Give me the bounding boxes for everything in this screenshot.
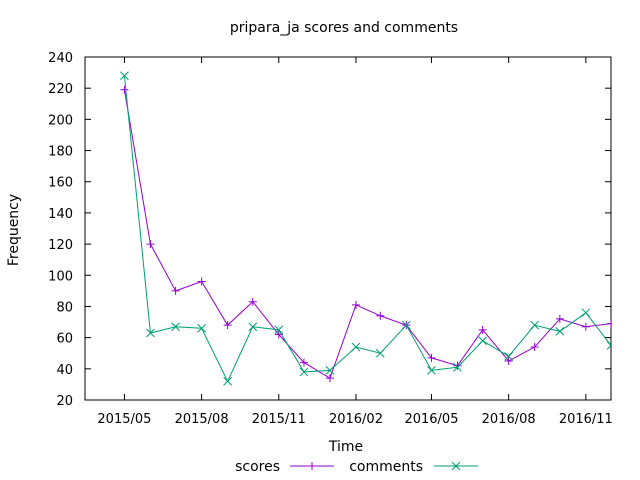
legend-marker-scores <box>308 462 316 470</box>
y-tick-label: 120 <box>48 238 73 253</box>
data-point-comments <box>223 376 232 386</box>
x-tick-label: 2016/11 <box>559 412 613 427</box>
y-tick-label: 80 <box>56 300 73 315</box>
data-point-scores <box>504 357 513 366</box>
data-point-scores <box>581 322 590 331</box>
data-point-comments <box>427 366 436 375</box>
y-tick-label: 20 <box>56 394 73 409</box>
x-tick-label: 2016/05 <box>404 412 458 427</box>
data-point-scores <box>299 358 308 367</box>
data-point-comments <box>555 327 565 336</box>
x-tick-label: 2015/08 <box>175 412 229 427</box>
y-tick-label: 220 <box>48 82 73 97</box>
chart-title: pripara_ja scores and comments <box>230 20 458 36</box>
data-point-comments <box>504 351 514 361</box>
x-tick-label: 2016/02 <box>329 412 383 427</box>
data-point-comments <box>248 322 258 332</box>
data-point-comments <box>351 342 361 352</box>
data-point-scores <box>530 342 539 351</box>
data-point-scores <box>376 311 385 320</box>
y-tick-label: 180 <box>48 145 73 160</box>
data-point-comments <box>197 323 206 333</box>
data-point-scores <box>223 321 232 330</box>
data-point-scores <box>248 297 257 306</box>
series-scores <box>120 85 611 383</box>
data-point-comments <box>171 322 180 332</box>
data-point-comments <box>581 308 591 318</box>
data-point-scores <box>427 353 436 362</box>
data-point-scores <box>555 314 564 323</box>
x-tick-label: 2015/11 <box>252 412 306 427</box>
data-point-comments <box>478 336 487 346</box>
data-point-comments <box>325 366 335 375</box>
data-point-scores <box>351 300 360 309</box>
legend-marker-comments <box>451 461 461 471</box>
data-point-comments <box>274 325 284 335</box>
y-axis-label: Frequency <box>6 194 22 266</box>
data-point-scores <box>197 277 206 286</box>
data-point-comments <box>453 362 462 372</box>
legend-label-scores: scores <box>235 459 280 475</box>
data-point-comments <box>375 348 385 358</box>
data-point-comments <box>299 367 309 377</box>
legend-label-comments: comments <box>349 459 423 475</box>
plot-frame <box>84 56 612 401</box>
data-point-scores <box>453 361 462 370</box>
x-tick-label: 2015/05 <box>97 412 151 427</box>
data-point-scores <box>325 374 334 383</box>
data-point-scores <box>607 319 611 328</box>
x-axis-label: Time <box>328 439 363 455</box>
data-point-scores <box>478 325 487 334</box>
y-tick-label: 140 <box>48 207 73 222</box>
data-point-comments <box>401 320 411 330</box>
series-comments <box>120 71 611 386</box>
series-layer <box>120 71 611 386</box>
data-point-scores <box>120 85 129 94</box>
y-tick-label: 240 <box>48 51 73 66</box>
data-point-comments <box>146 328 155 338</box>
series-line-comments <box>123 75 611 383</box>
x-tick-label: 2016/08 <box>482 412 536 427</box>
y-tick-label: 200 <box>48 113 73 128</box>
y-tick-label: 60 <box>56 332 73 347</box>
y-tick-label: 100 <box>48 269 73 284</box>
data-point-scores <box>146 240 155 249</box>
legend: scores comments <box>235 459 478 475</box>
data-point-comments <box>606 341 611 350</box>
x-axis-ticks: 2015/05 2015/08 2015/11 2016/02 2016/05 2016/… <box>97 57 613 427</box>
data-point-scores <box>171 286 180 295</box>
plot-border <box>84 56 612 401</box>
y-axis-ticks: 20 40 60 80 100 120 140 160 180 200 220 240 <box>48 51 611 409</box>
data-point-comments <box>530 320 540 330</box>
series-line-scores <box>123 89 611 379</box>
data-point-comments <box>120 71 129 81</box>
y-tick-label: 40 <box>56 363 73 378</box>
y-tick-label: 160 <box>48 176 73 191</box>
